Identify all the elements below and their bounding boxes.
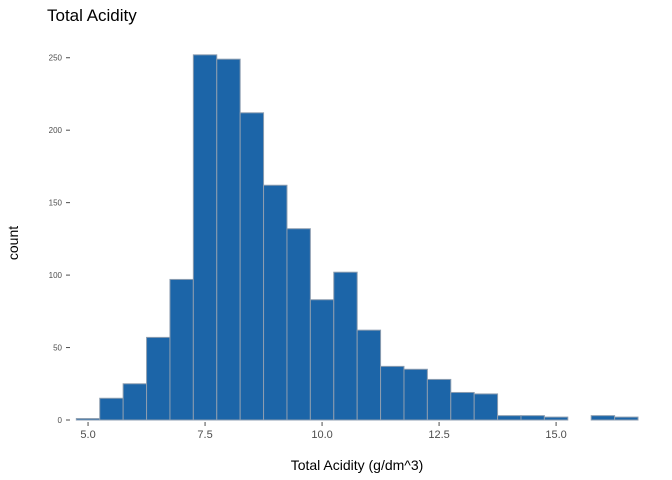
x-tick-label: 7.5: [197, 429, 212, 441]
histogram-bar: [543, 416, 569, 421]
histogram-bar: [169, 278, 194, 421]
histogram-bar: [473, 393, 499, 421]
histogram-bar: [614, 416, 639, 421]
histogram-bar: [263, 184, 288, 421]
y-tick-label: 250: [49, 54, 63, 63]
histogram-bar: [192, 54, 218, 421]
y-tick-label: 150: [49, 199, 63, 208]
y-tick-label: 100: [49, 271, 63, 280]
y-tick-label: 0: [58, 416, 63, 425]
x-tick-label: 5.0: [80, 429, 95, 441]
histogram-bar: [286, 228, 311, 421]
histogram-bar: [380, 365, 405, 421]
x-tick-label: 15.0: [545, 429, 566, 441]
histogram-bar: [122, 383, 148, 421]
x-axis-title: Total Acidity (g/dm^3): [291, 457, 424, 473]
y-tick-label: 200: [49, 126, 63, 135]
histogram-bar: [216, 58, 241, 421]
x-tick-label: 12.5: [428, 429, 449, 441]
x-tick-label: 10.0: [311, 429, 332, 441]
histogram-bar: [590, 415, 616, 421]
histogram-bar: [356, 329, 382, 421]
histogram-bar: [333, 271, 358, 421]
y-tick-label: 50: [53, 344, 62, 353]
chart-title: Total Acidity: [47, 6, 137, 25]
histogram-bar: [450, 391, 475, 421]
histogram-bar: [497, 415, 522, 421]
histogram-bar: [239, 112, 265, 421]
y-axis-title: count: [5, 226, 21, 260]
histogram-bars: [75, 54, 639, 421]
histogram-bar: [426, 378, 452, 421]
histogram-bar: [146, 336, 171, 421]
histogram-bar: [75, 418, 101, 421]
x-axis: 5.0 7.5 10.0 12.5 15.0: [80, 422, 567, 441]
histogram-bar: [309, 299, 335, 421]
histogram-bar: [403, 368, 428, 421]
y-axis: 0 50 100 150 200 250: [49, 54, 70, 425]
histogram-bar: [99, 397, 124, 421]
histogram-bar: [520, 415, 545, 421]
